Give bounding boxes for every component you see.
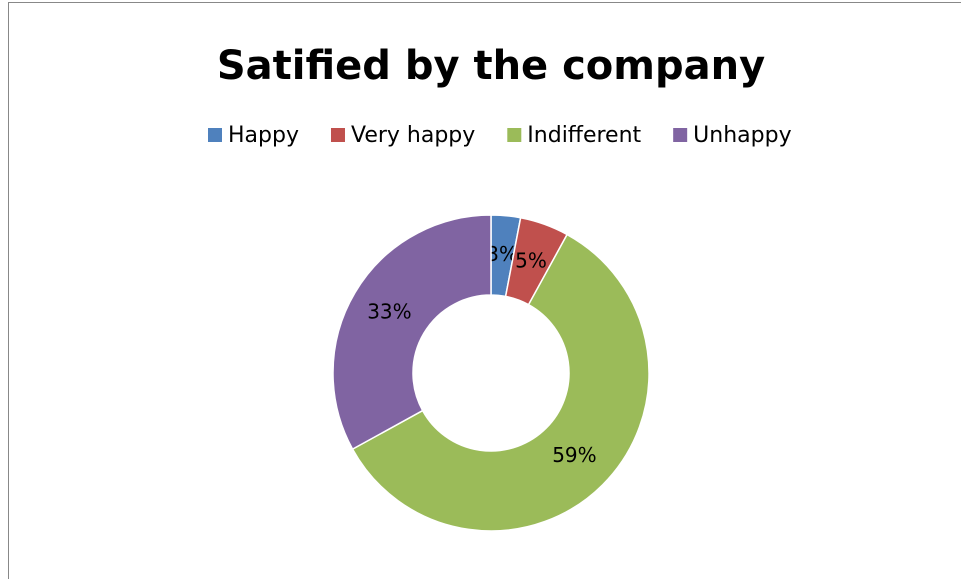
legend-label: Unhappy — [693, 123, 791, 148]
legend-label: Indifferent — [527, 123, 641, 148]
legend-swatch — [208, 128, 222, 142]
data-label: 5% — [515, 248, 547, 272]
legend-swatch — [331, 128, 345, 142]
data-label: 59% — [552, 443, 596, 467]
legend-swatch — [507, 128, 521, 142]
legend-label: Happy — [228, 123, 299, 148]
chart-title: Satified by the company — [217, 43, 765, 89]
data-label: 33% — [367, 299, 411, 323]
legend-swatch — [673, 128, 687, 142]
legend-label: Very happy — [351, 123, 475, 148]
